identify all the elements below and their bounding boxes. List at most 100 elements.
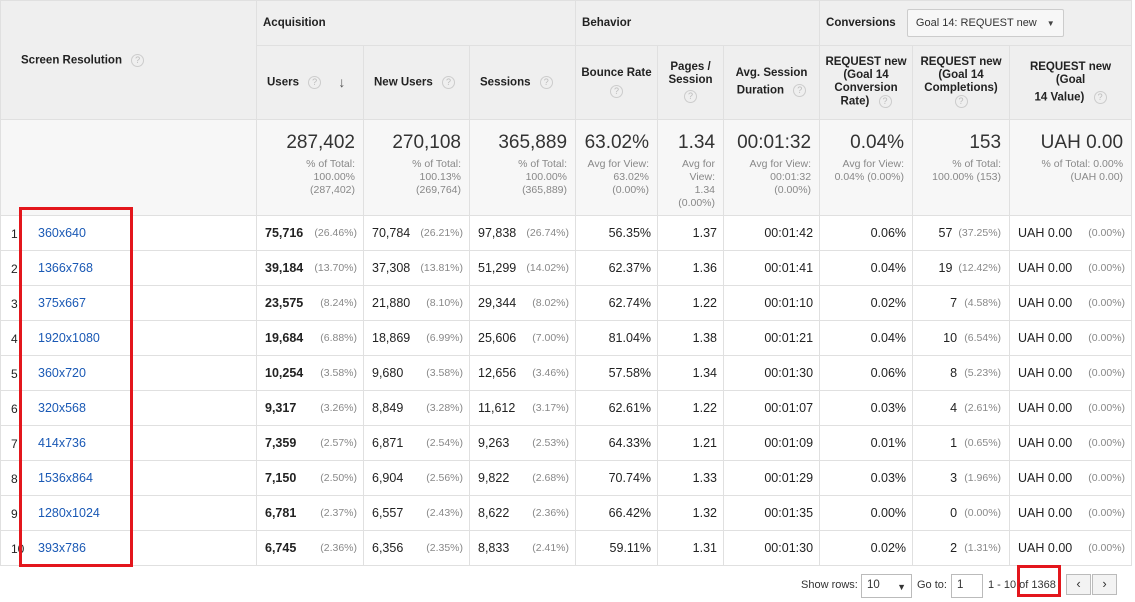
chevron-right-icon: › <box>1102 576 1107 591</box>
help-icon[interactable]: ? <box>539 75 553 89</box>
help-icon[interactable]: ? <box>954 95 968 109</box>
goal-value-cell: UAH 0.00 (0.00%) <box>1009 250 1133 286</box>
total-sub: 100.13% <box>419 171 461 183</box>
screen-resolution-link[interactable]: 375x667 <box>38 296 86 310</box>
screen-resolution-link[interactable]: 414x736 <box>38 436 86 450</box>
column-header-bounce-rate[interactable]: Bounce Rate ? <box>575 45 659 120</box>
goal-value-cell: UAH 0.00 (0.00%) <box>1009 495 1133 531</box>
highlight-box-resolution-column <box>19 207 133 567</box>
conversion-rate-cell: 0.04% <box>819 320 914 356</box>
sessions-percent: (7.00%) <box>532 332 570 344</box>
completions-header-line-3: Completions) <box>924 82 998 95</box>
column-header-pages-session[interactable]: Pages / Session ? <box>657 45 725 120</box>
avg-duration-value: 00:01:09 <box>764 436 814 450</box>
users-percent: (6.88%) <box>320 332 357 344</box>
completions-header-line-1: REQUEST new <box>920 56 1002 69</box>
new-users-percent: (3.58%) <box>426 367 463 379</box>
screen-resolution-link[interactable]: 1920x1080 <box>38 331 100 345</box>
new-users-percent: (6.99%) <box>426 332 463 344</box>
table-row: 5 360x720 10,254 (3.58%) 9,680 (3.58%) 12,656 (… <box>0 355 1133 391</box>
new-users-percent: (2.43%) <box>426 507 463 519</box>
screen-resolution-link[interactable]: 393x786 <box>38 541 86 555</box>
users-cell: 7,150 (2.50%) <box>256 460 364 496</box>
help-icon[interactable]: ? <box>878 95 892 109</box>
new-users-cell: 6,356 (2.35%) <box>363 530 470 566</box>
new-users-value: 6,557 <box>372 506 404 520</box>
pages-session-cell: 1.37 <box>657 215 725 251</box>
help-icon[interactable]: ? <box>793 84 807 98</box>
completions-percent: (1.96%) <box>964 472 1002 484</box>
bounce-rate-value: 57.58% <box>608 366 652 380</box>
completions-cell: 4 (2.61%) <box>912 390 1011 426</box>
goal-value-value: UAH 0.00 <box>1018 331 1073 345</box>
dimension-header[interactable]: Screen Resolution ? <box>0 0 257 120</box>
dimension-cell: 10 393x786 <box>0 530 257 566</box>
sessions-percent: (3.17%) <box>532 402 570 414</box>
sessions-value: 12,656 <box>478 366 517 380</box>
screen-resolution-link[interactable]: 1280x1024 <box>38 506 100 520</box>
help-icon[interactable]: ? <box>308 75 322 89</box>
column-header-new-users[interactable]: New Users ? <box>363 45 470 120</box>
sessions-percent: (3.46%) <box>532 367 570 379</box>
new-users-value: 6,871 <box>372 436 404 450</box>
sessions-value: 25,606 <box>478 331 517 345</box>
completions-percent: (5.23%) <box>964 367 1002 379</box>
previous-page-button[interactable]: ‹ <box>1066 574 1091 595</box>
pages-session-value: 1.22 <box>692 401 718 415</box>
avg-duration-value: 00:01:30 <box>764 541 814 555</box>
pages-session-value: 1.22 <box>692 296 718 310</box>
pages-session-cell: 1.31 <box>657 530 725 566</box>
new-users-percent: (13.81%) <box>420 262 463 274</box>
pages-session-value: 1.33 <box>692 471 718 485</box>
users-value: 75,716 <box>265 226 304 240</box>
help-icon[interactable]: ? <box>442 75 456 89</box>
show-rows-select[interactable]: 10 ▼ <box>861 574 912 598</box>
pages-session-value: 1.38 <box>692 331 718 345</box>
avg-duration-value: 00:01:41 <box>764 261 814 275</box>
pagination-range: 1 - 10 of 1368 <box>988 579 1056 591</box>
help-icon[interactable]: ? <box>131 53 145 67</box>
sessions-cell: 51,299 (14.02%) <box>468 250 577 286</box>
conversion-rate-value: 0.03% <box>870 471 907 485</box>
completions-cell: 1 (0.65%) <box>912 425 1011 461</box>
column-header-conversion-rate[interactable]: REQUEST new (Goal 14 Conversion Rate) ? <box>819 45 914 120</box>
screen-resolution-link[interactable]: 360x640 <box>38 226 86 240</box>
help-icon[interactable]: ? <box>1093 90 1107 104</box>
users-value: 6,745 <box>265 541 297 555</box>
screen-resolution-link[interactable]: 320x568 <box>38 401 86 415</box>
screen-resolution-link[interactable]: 360x720 <box>38 366 86 380</box>
avg-duration-cell: 00:01:07 <box>723 390 821 426</box>
new-users-value: 8,849 <box>372 401 404 415</box>
goal-value-value: UAH 0.00 <box>1018 436 1073 450</box>
users-value: 9,317 <box>265 401 297 415</box>
row-index: 1 <box>11 227 18 241</box>
total-sub: 0.04% (0.00%) <box>834 171 905 183</box>
table-row: 8 1536x864 7,150 (2.50%) 6,904 (2.56%) 9,822 (2… <box>0 460 1133 496</box>
new-users-cell: 6,557 (2.43%) <box>363 495 470 531</box>
conversion-rate-cell: 0.02% <box>819 285 914 321</box>
users-cell: 19,684 (6.88%) <box>256 320 364 356</box>
goto-input[interactable]: 1 <box>951 574 983 598</box>
goal-value-percent: (0.00%) <box>1088 262 1126 274</box>
completions-percent: (37.25%) <box>958 227 1002 239</box>
table-row: 3 375x667 23,575 (8.24%) 21,880 (8.10%) 29,344… <box>0 285 1133 321</box>
row-index: 5 <box>11 367 18 381</box>
screen-resolution-link[interactable]: 1536x864 <box>38 471 93 485</box>
next-page-button[interactable]: › <box>1092 574 1117 595</box>
help-icon[interactable]: ? <box>610 84 624 98</box>
total-value: 287,402 <box>286 132 355 153</box>
column-header-users[interactable]: Users ? ↓ <box>256 45 364 120</box>
totals-conversion-rate: 0.04% Avg for View: 0.04% (0.00%) <box>819 119 914 216</box>
column-header-sessions[interactable]: Sessions ? <box>468 45 577 120</box>
new-users-cell: 9,680 (3.58%) <box>363 355 470 391</box>
column-header-goal-value[interactable]: REQUEST new (Goal 14 Value) ? <box>1009 45 1133 120</box>
column-header-completions[interactable]: REQUEST new (Goal 14 Completions) ? <box>912 45 1011 120</box>
row-index: 2 <box>11 262 18 276</box>
sort-descending-icon[interactable]: ↓ <box>338 73 346 90</box>
pages-session-value: 1.32 <box>692 506 718 520</box>
goal-select-dropdown[interactable]: Goal 14: REQUEST new ▼ <box>906 9 1064 37</box>
help-icon[interactable]: ? <box>684 90 698 104</box>
column-header-avg-session-duration[interactable]: Avg. Session Duration ? <box>723 45 821 120</box>
screen-resolution-link[interactable]: 1366x768 <box>38 261 93 275</box>
sessions-percent: (2.36%) <box>532 507 570 519</box>
